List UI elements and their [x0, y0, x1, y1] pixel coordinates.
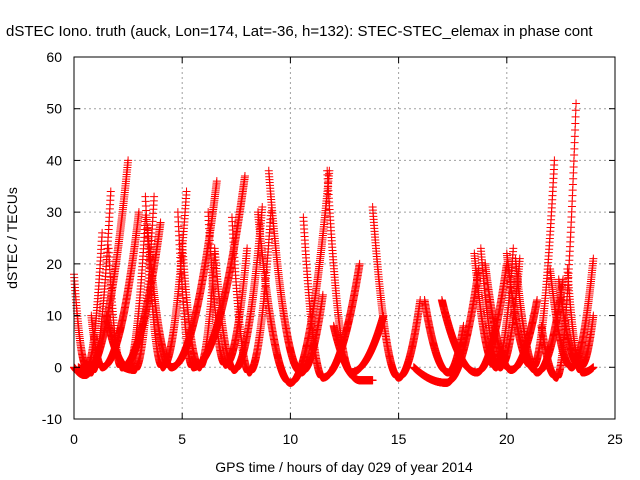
- data-point: [266, 208, 275, 217]
- data-point: [150, 192, 159, 201]
- data-point: [134, 208, 143, 217]
- data-point: [182, 187, 191, 196]
- data-series: [70, 99, 598, 387]
- series-arc-3: [74, 187, 115, 377]
- data-point: [318, 290, 327, 299]
- data-point: [240, 171, 249, 180]
- data-point: [124, 156, 133, 165]
- series-arc-20: [368, 202, 425, 382]
- data-point: [106, 187, 115, 196]
- data-point: [212, 177, 221, 186]
- data-point: [98, 228, 107, 237]
- data-point: [156, 218, 165, 227]
